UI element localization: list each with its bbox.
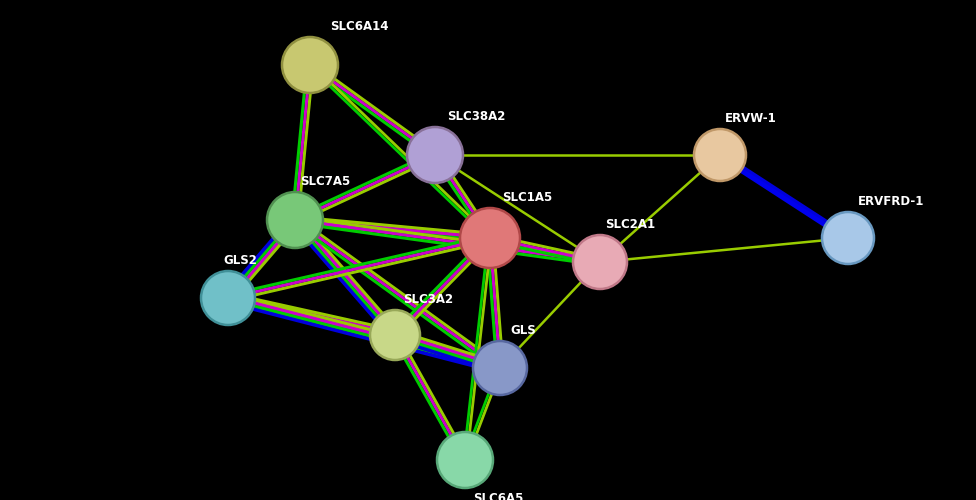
Circle shape — [473, 341, 527, 395]
Circle shape — [370, 310, 420, 360]
Circle shape — [282, 37, 338, 93]
Circle shape — [573, 235, 627, 289]
Circle shape — [201, 271, 255, 325]
Text: GLS2: GLS2 — [223, 254, 257, 267]
Circle shape — [822, 212, 874, 264]
Text: SLC6A5: SLC6A5 — [473, 492, 523, 500]
Text: SLC6A14: SLC6A14 — [330, 20, 388, 33]
Text: ERVFRD-1: ERVFRD-1 — [858, 195, 924, 208]
Circle shape — [437, 432, 493, 488]
Circle shape — [267, 192, 323, 248]
Text: SLC1A5: SLC1A5 — [502, 191, 552, 204]
Text: GLS: GLS — [510, 324, 536, 337]
Text: SLC7A5: SLC7A5 — [300, 175, 350, 188]
Text: SLC3A2: SLC3A2 — [403, 293, 453, 306]
Circle shape — [460, 208, 520, 268]
Text: SLC2A1: SLC2A1 — [605, 218, 655, 231]
Text: SLC38A2: SLC38A2 — [447, 110, 506, 123]
Text: ERVW-1: ERVW-1 — [725, 112, 777, 125]
Circle shape — [694, 129, 746, 181]
Circle shape — [407, 127, 463, 183]
